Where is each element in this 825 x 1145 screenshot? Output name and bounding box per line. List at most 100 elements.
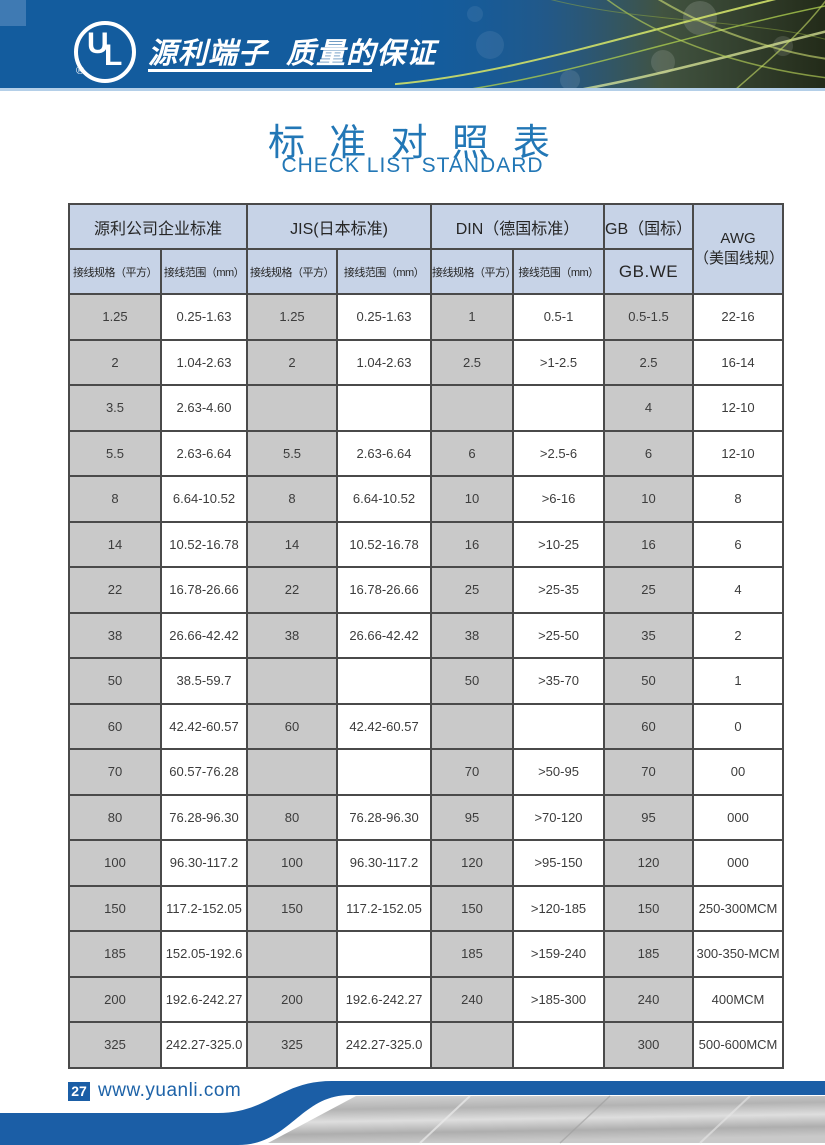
table-cell: 2.63-6.64 [336,429,433,477]
page-header: U L ® 源利端子 质量的保证 [0,0,825,88]
table-cell: >95-150 [512,839,606,887]
table-cell: 242.27-325.0 [159,1021,249,1069]
table-cell: 22 [68,566,162,614]
subheader-range-1: 接线范围（mm） [159,248,249,295]
table-cell: 38 [246,611,339,659]
table-cell [512,384,606,432]
table-cell: 3.5 [68,384,162,432]
table-cell: 12-10 [692,384,785,432]
table-cell [430,384,515,432]
table-cell: 16 [603,520,695,568]
table-cell [512,702,606,750]
table-cell: 5.5 [246,429,339,477]
table-cell: 150 [430,884,515,932]
table-cell [246,657,339,705]
table-cell: 2.63-4.60 [159,384,249,432]
table-row: 5.5 2.63-6.64 5.5 2.63-6.64 6 >2.5-6 6 12-10 [68,429,785,477]
table-cell: 1 [692,657,785,705]
table-cell: 96.30-117.2 [336,839,433,887]
table-cell: 42.42-60.57 [159,702,249,750]
ul-logo-l: L [104,39,123,72]
table-cell: 26.66-42.42 [336,611,433,659]
table-cell: 12-10 [692,429,785,477]
table-body: 1.25 0.25-1.63 1.25 0.25-1.63 1 0.5-1 0.5-1.5 2… [68,293,785,1069]
table-cell: 95 [603,793,695,841]
table-row: 150 117.2-152.05 150 117.2-152.05 150 >120-18… [68,884,785,932]
table-cell: 8 [68,475,162,523]
table-cell [336,748,433,796]
table-cell: 25 [430,566,515,614]
table-cell: 152.05-192.6 [159,930,249,978]
subheader-gbwe: GB.WE [603,248,695,295]
table-cell: 60.57-76.28 [159,748,249,796]
table-cell [336,384,433,432]
table-row: 60 42.42-60.57 60 42.42-60.57 60 0 [68,702,785,750]
table-row: 8 6.64-10.52 8 6.64-10.52 10 >6-16 10 8 [68,475,785,523]
page-subtitle: CHECK LIST STANDARD [281,154,544,177]
table-row: 22 16.78-26.66 22 16.78-26.66 25 >25-35 25 4 [68,566,785,614]
table-row: 3.5 2.63-4.60 4 12-10 [68,384,785,432]
table-row: 14 10.52-16.78 14 10.52-16.78 16 >10-25 16 6 [68,520,785,568]
table-cell: 22 [246,566,339,614]
awg-sublabel: （美国线规） [694,250,784,267]
slogan-underline [148,69,372,72]
table-cell: 150 [603,884,695,932]
table-cell [512,1021,606,1069]
awg-label: AWG [720,230,756,247]
table-cell: 10 [603,475,695,523]
table-cell: 16.78-26.66 [159,566,249,614]
table-cell: 38.5-59.7 [159,657,249,705]
table-cell: 117.2-152.05 [336,884,433,932]
table-cell: 1.25 [246,293,339,341]
table-cell: 2 [692,611,785,659]
table-cell: 80 [246,793,339,841]
table-cell: 00 [692,748,785,796]
table-cell: 95 [430,793,515,841]
group-din: DIN（德国标准） [430,203,606,250]
table-cell: 500-600MCM [692,1021,785,1069]
table-cell: 10 [430,475,515,523]
table-cell: >35-70 [512,657,606,705]
table-cell: 6 [692,520,785,568]
table-cell: 0 [692,702,785,750]
table-cell: 10.52-16.78 [336,520,433,568]
header-decor-graphic [395,0,825,88]
table-row: 325 242.27-325.0 325 242.27-325.0 300 500-600… [68,1021,785,1069]
table-cell: 14 [68,520,162,568]
table-cell: 1.04-2.63 [159,338,249,386]
ul-logo-u: U [87,27,109,60]
table-cell: 0.25-1.63 [159,293,249,341]
table-cell: 60 [603,702,695,750]
table-cell: 325 [68,1021,162,1069]
table-row: 2 1.04-2.63 2 1.04-2.63 2.5 >1-2.5 2.5 16-14 [68,338,785,386]
table-cell: 10.52-16.78 [159,520,249,568]
table-cell: >10-25 [512,520,606,568]
table-row: 50 38.5-59.7 50 >35-70 50 1 [68,657,785,705]
header-slogan: 源利端子 质量的保证 [148,38,437,70]
table-cell: 35 [603,611,695,659]
table-cell: 150 [246,884,339,932]
website-url: www.yuanli.com [98,1080,242,1101]
table-cell: 1.04-2.63 [336,338,433,386]
table-cell: 000 [692,839,785,887]
subheader-spec-2: 接线规格（平方） [246,248,339,295]
table-cell: 4 [603,384,695,432]
table-cell: >50-95 [512,748,606,796]
table-cell: 2 [246,338,339,386]
table-cell [430,702,515,750]
table-cell: 120 [430,839,515,887]
table-cell: >6-16 [512,475,606,523]
table-cell: 200 [246,975,339,1023]
group-header-row: 源利公司企业标准 JIS(日本标准) DIN（德国标准） GB（国标） AWG … [67,203,785,295]
table-cell: 0.5-1.5 [603,293,695,341]
registered-mark: ® [76,65,85,77]
table-cell: 117.2-152.05 [159,884,249,932]
table-cell: 2.5 [430,338,515,386]
group-jis: JIS(日本标准) [246,203,433,250]
table-row: 200 192.6-242.27 200 192.6-242.27 240 >185-30… [68,975,785,1023]
group-gb: GB（国标） [603,203,695,250]
table-cell [430,1021,515,1069]
table-cell: 8 [692,475,785,523]
table-cell: 200 [68,975,162,1023]
table-cell: 1.25 [68,293,162,341]
